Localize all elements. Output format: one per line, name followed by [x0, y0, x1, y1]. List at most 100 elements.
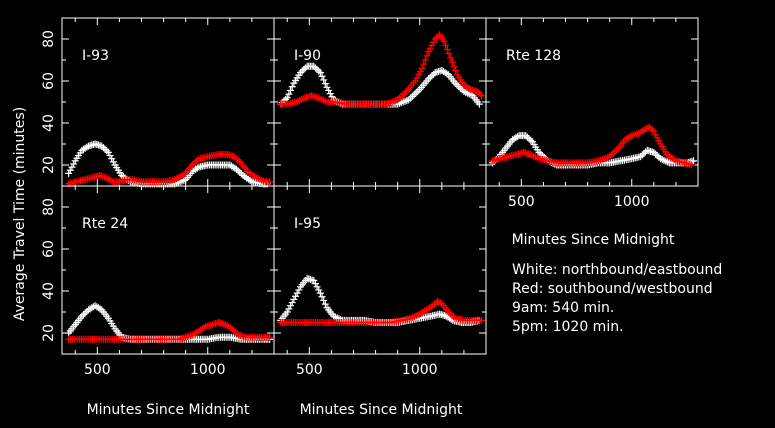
data-point [430, 38, 438, 46]
data-point [465, 84, 473, 92]
data-point [428, 41, 436, 49]
data-point [190, 159, 198, 167]
data-point [313, 283, 321, 291]
data-point [78, 312, 86, 320]
data-point [653, 152, 661, 160]
data-point [300, 65, 308, 73]
data-point [230, 153, 238, 161]
data-point [655, 137, 663, 145]
series-1 [277, 298, 486, 326]
data-point [690, 157, 698, 165]
data-point [476, 90, 484, 98]
data-point [81, 309, 89, 317]
data-point [525, 135, 533, 143]
data-point [65, 169, 73, 177]
data-point [420, 60, 428, 68]
data-point [98, 142, 106, 150]
data-point [315, 67, 323, 75]
data-point [418, 64, 426, 72]
data-point [448, 311, 456, 319]
data-point [290, 295, 298, 303]
data-point [440, 37, 448, 45]
data-point [638, 151, 646, 159]
data-point [423, 52, 431, 60]
y-tick-label: 60 [41, 240, 57, 258]
data-point [416, 68, 424, 76]
data-point [321, 300, 329, 308]
x-axis-label-middle: Minutes Since Midnight [300, 402, 463, 418]
data-point [228, 325, 236, 333]
data-point [650, 148, 658, 156]
data-point [235, 157, 243, 165]
panel-label: I-95 [294, 216, 321, 232]
y-tick-label: 40 [41, 282, 57, 300]
data-point [426, 73, 434, 81]
data-point [318, 72, 326, 80]
data-point [648, 126, 656, 134]
data-point [298, 67, 306, 75]
data-point [232, 165, 240, 173]
data-point [230, 326, 238, 334]
y-tick-label: 80 [41, 198, 57, 216]
data-point [192, 158, 200, 166]
series-1 [65, 151, 274, 188]
data-point [283, 308, 291, 316]
x-tick-label: 1000 [190, 362, 226, 378]
data-point [200, 324, 208, 332]
data-point [443, 70, 451, 78]
data-point [421, 56, 429, 64]
data-point [326, 90, 334, 98]
data-point [316, 289, 324, 297]
data-point [320, 76, 328, 84]
data-point [297, 69, 304, 77]
panel-label: Rte 24 [82, 216, 128, 232]
data-point [434, 32, 442, 40]
data-point [99, 144, 107, 152]
panel-label: I-90 [294, 48, 321, 64]
x-tick-label: 1000 [402, 362, 438, 378]
y-tick-label: 20 [41, 324, 57, 342]
x-axis-label-right: Minutes Since Midnight [512, 232, 675, 248]
data-point [522, 132, 530, 140]
legend-note-southbound: Red: southbound/westbound [512, 281, 713, 297]
data-point [478, 92, 486, 100]
data-point [425, 48, 433, 56]
data-point [106, 152, 114, 160]
series-1 [489, 123, 695, 169]
data-point [108, 155, 116, 163]
y-axis-label: Average Travel Time (minutes) [12, 107, 28, 321]
x-tick-label: 500 [508, 194, 535, 210]
x-tick-label: 500 [84, 362, 111, 378]
data-point [527, 136, 535, 144]
y-tick-label: 20 [41, 156, 57, 174]
x-tick-label: 1000 [614, 194, 650, 210]
data-point [295, 286, 303, 294]
data-point [415, 71, 423, 79]
y-tick-label: 60 [41, 72, 57, 90]
data-point [101, 145, 109, 153]
data-point [285, 305, 293, 313]
data-point [448, 58, 456, 66]
data-point [426, 44, 434, 52]
data-point [232, 154, 240, 162]
data-point [653, 134, 661, 142]
data-point [321, 80, 329, 88]
panel-label: Rte 128 [506, 48, 561, 64]
data-point [450, 62, 458, 70]
data-point [234, 167, 242, 175]
data-point [109, 158, 117, 166]
panel-2: 500 1000 Rte 128 [485, 17, 699, 210]
data-point [188, 161, 196, 169]
data-point [68, 163, 76, 171]
data-point [323, 83, 331, 91]
data-point [96, 305, 104, 313]
legend-note-northbound: White: northbound/eastbound [512, 262, 723, 278]
x-tick-label: 500 [296, 362, 323, 378]
data-point [445, 50, 453, 58]
data-point [425, 75, 433, 83]
data-point [103, 147, 111, 155]
data-point [428, 72, 436, 80]
data-point [315, 286, 323, 294]
data-point [411, 77, 419, 85]
